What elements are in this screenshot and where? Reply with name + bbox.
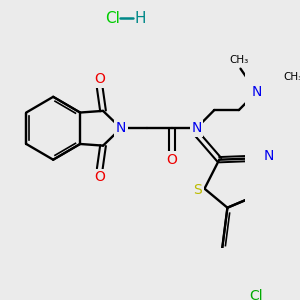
Text: O: O <box>94 72 105 86</box>
Text: S: S <box>194 183 202 197</box>
Text: CH₃: CH₃ <box>229 55 248 64</box>
Text: CH₃: CH₃ <box>283 72 300 82</box>
Text: O: O <box>166 153 177 167</box>
Text: Cl: Cl <box>249 289 262 300</box>
Text: H: H <box>134 11 146 26</box>
Text: O: O <box>94 170 105 184</box>
Text: N: N <box>191 121 202 135</box>
Text: N: N <box>252 85 262 99</box>
Text: Cl: Cl <box>105 11 119 26</box>
Text: N: N <box>116 121 126 135</box>
Text: N: N <box>263 149 274 164</box>
